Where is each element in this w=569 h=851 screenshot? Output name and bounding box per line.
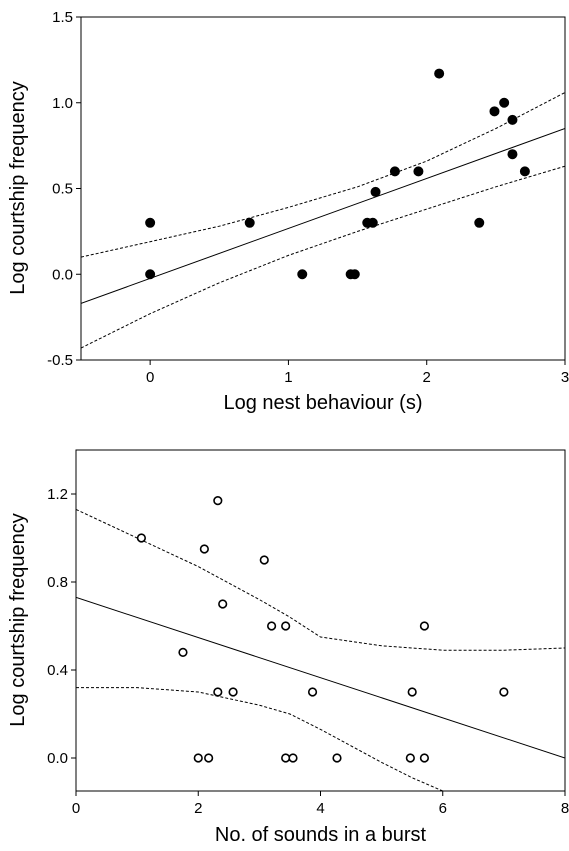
data-point [307, 687, 318, 697]
y-tick-label: 0.0 [47, 750, 68, 767]
ci-upper-line [81, 92, 565, 258]
data-point [507, 114, 518, 125]
regression-line [76, 596, 565, 759]
x-tick-label: 2 [423, 369, 431, 386]
data-point [434, 68, 445, 79]
panel-nest-behaviour: 0 1 2 3 -0.5 0.0 0.5 1.0 1.5 Log nest behaviour (… [7, 9, 569, 414]
y-tick-label: -0.5 [47, 352, 73, 369]
data-point [489, 106, 500, 117]
y-tick-label: 1.2 [47, 486, 68, 503]
data-point [145, 217, 156, 228]
data-point [407, 687, 417, 697]
plot-frame [80, 16, 566, 361]
data-point [507, 149, 518, 160]
data-point [193, 753, 203, 763]
ci-upper-line [76, 508, 565, 651]
data-point [288, 753, 298, 763]
x-tick-label: 4 [316, 800, 324, 817]
data-point [228, 687, 238, 697]
data-point [267, 621, 277, 631]
panel-sounds-burst: 0 2 4 6 8 0.0 0.4 0.8 1.2 No. of sounds in a burs… [7, 449, 569, 846]
data-point [332, 753, 342, 763]
y-tick-label: 1.5 [52, 9, 73, 26]
data-point [419, 621, 430, 631]
ci-lower-line [81, 165, 565, 349]
y-tick-label: 0.8 [47, 574, 68, 591]
plot-area [76, 508, 565, 791]
data-point [178, 647, 188, 658]
data-point [367, 217, 378, 228]
regression-line [81, 128, 565, 304]
data-point [281, 753, 291, 763]
data-point [218, 599, 228, 609]
x-tick-label: 3 [561, 369, 569, 386]
x-tick-label: 0 [72, 800, 80, 817]
data-point [259, 555, 269, 565]
data-point [213, 496, 223, 506]
data-point [204, 753, 214, 763]
data-point [281, 621, 291, 631]
data-point [213, 687, 223, 697]
data-point [199, 544, 209, 554]
data-point [474, 217, 485, 228]
data-point [244, 217, 255, 228]
data-point [349, 269, 360, 280]
x-axis-label: Log nest behaviour (s) [223, 392, 422, 414]
data-point [389, 166, 400, 177]
x-tick-label: 1 [284, 369, 292, 386]
plot-area [81, 92, 565, 349]
y-tick-label: 0.0 [52, 266, 73, 283]
ci-lower-line [76, 687, 462, 791]
data-point [499, 687, 509, 697]
y-axis-label: Log courtship frequency [7, 81, 29, 294]
data-point [136, 533, 147, 543]
data-point [413, 166, 424, 177]
data-point [370, 186, 381, 197]
x-tick-label: 2 [194, 800, 202, 817]
y-tick-label: 0.5 [52, 181, 73, 198]
x-tick-label: 6 [439, 800, 447, 817]
y-tick-label: 1.0 [52, 95, 73, 112]
x-tick-label: 8 [561, 800, 569, 817]
x-tick-label: 0 [146, 369, 154, 386]
y-tick-label: 0.4 [47, 662, 68, 679]
data-point [405, 753, 415, 763]
data-point [297, 269, 308, 280]
data-point [519, 166, 530, 177]
data-point [499, 97, 510, 108]
x-axis-label: No. of sounds in a burst [215, 824, 427, 846]
plot-frame [75, 449, 566, 792]
data-point [145, 269, 156, 280]
y-axis-label: Log courtship frequency [7, 513, 29, 726]
data-point [419, 753, 430, 763]
